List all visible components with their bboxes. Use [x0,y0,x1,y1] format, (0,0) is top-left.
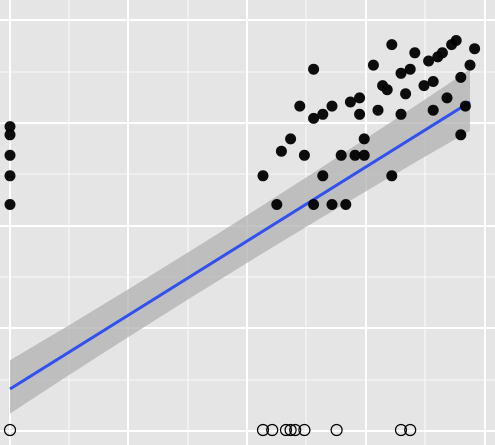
data-point-open [298,423,311,437]
data-point-filled [298,149,310,161]
data-point-filled [427,76,439,87]
data-point-filled [381,84,393,96]
data-point-filled [455,71,467,83]
data-point-filled [4,121,16,133]
data-point-filled [418,80,430,92]
data-point-open [3,423,17,437]
data-point-filled [358,133,370,145]
data-point-filled [285,133,297,145]
data-point-filled [308,63,320,75]
data-point-filled [455,129,467,141]
data-point-filled [4,170,16,182]
data-point-filled [275,145,287,157]
data-point-filled [4,149,16,161]
data-point-filled [459,100,471,112]
data-point-filled [326,100,338,112]
data-point-filled [349,149,361,161]
data-point-open [266,423,279,437]
open-points-layer [3,423,417,437]
data-point-filled [367,59,379,71]
data-point-open [284,423,297,437]
data-point-open [256,423,270,437]
data-point-filled [441,92,453,104]
data-point-open [330,423,343,437]
data-point-open [289,423,302,437]
data-point-filled [257,170,269,182]
data-point-filled [450,35,462,46]
data-point-filled [386,39,398,51]
data-point-open [394,423,408,437]
data-point-filled [294,100,306,112]
data-point-filled [404,63,416,75]
data-point-filled [423,55,435,67]
data-point-filled [427,104,439,116]
data-point-filled [354,108,366,120]
data-point-filled [464,59,476,71]
data-point-filled [317,170,329,182]
data-point-filled [308,112,320,124]
data-point-filled [469,43,481,55]
data-point-filled [409,47,421,59]
data-point-filled [436,47,448,59]
trend-line [9,100,471,391]
data-point-filled [308,199,320,210]
data-point-filled [335,149,347,161]
data-point-open [279,423,293,437]
data-point-filled [340,199,352,210]
data-point-filled [395,67,407,79]
data-point-filled [386,170,398,182]
data-point-filled [326,199,338,210]
data-point-filled [354,92,366,104]
data-point-filled [344,96,356,108]
data-point-filled [395,108,407,120]
data-point-filled [358,149,370,161]
data-point-filled [4,129,16,141]
data-point-filled [271,199,283,210]
data-point-filled [400,88,412,100]
filled-points-layer [4,35,481,210]
data-point-open [404,423,417,437]
data-point-filled [372,104,384,116]
data-point-filled [4,199,16,210]
data-point-filled [317,108,329,120]
